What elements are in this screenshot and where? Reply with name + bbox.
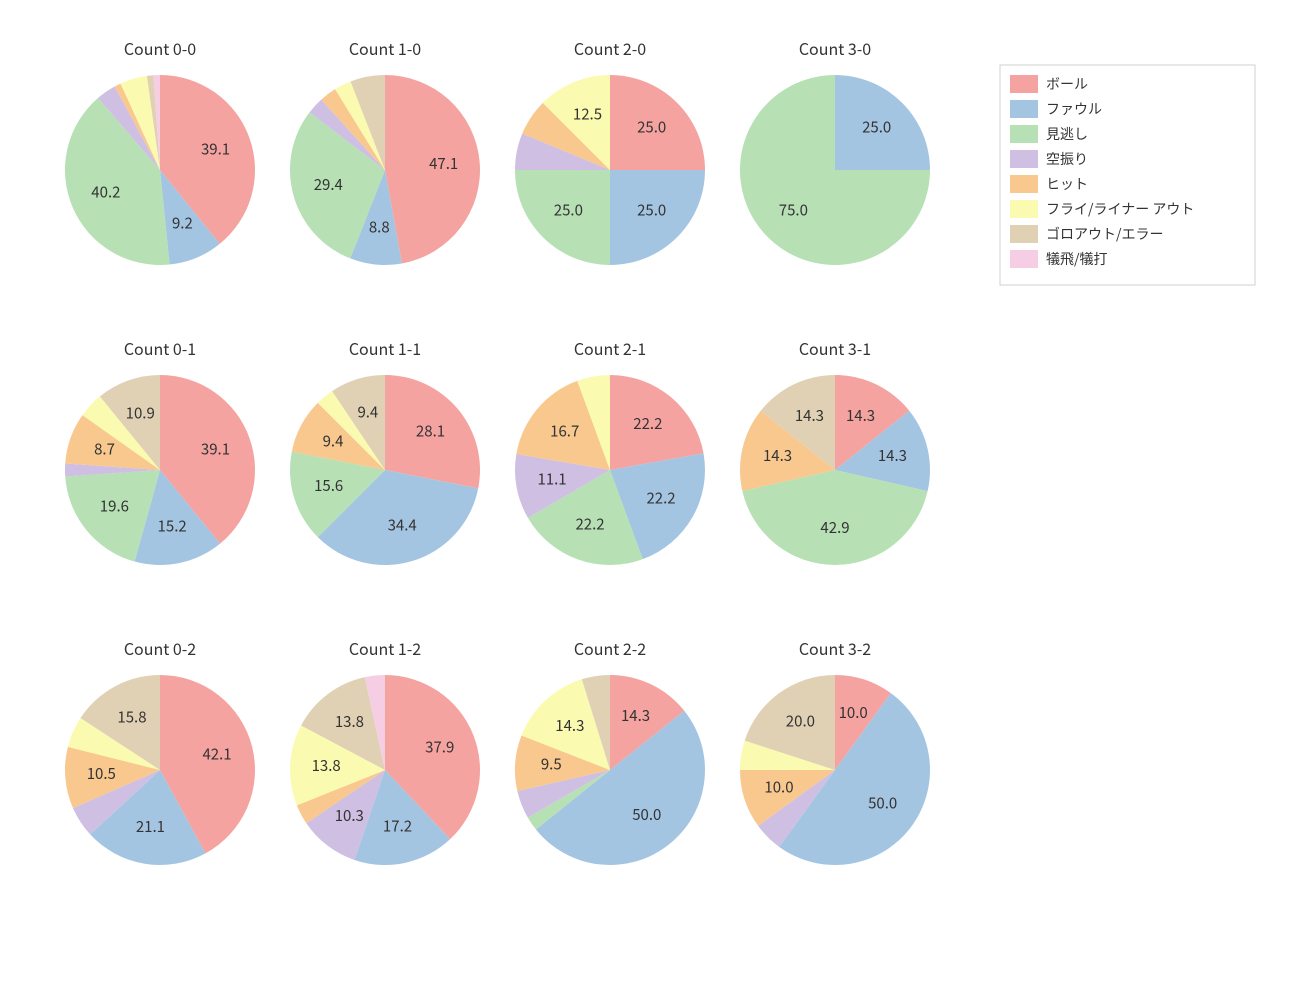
slice-label: 25.0 (637, 200, 666, 221)
slice-label: 17.2 (383, 816, 412, 837)
chart-title: Count 0-1 (124, 336, 196, 360)
slice-label: 16.7 (550, 420, 579, 441)
legend-label: ファウル (1046, 99, 1102, 119)
legend-label: 空振り (1046, 149, 1088, 169)
slice-label: 14.3 (763, 445, 792, 466)
slice-label: 22.2 (575, 513, 604, 534)
chart-title: Count 2-0 (574, 36, 646, 60)
slice-label: 25.0 (554, 200, 583, 221)
legend-swatch (1010, 225, 1038, 243)
slice-label: 39.1 (201, 138, 230, 159)
slice-label: 10.0 (764, 776, 793, 797)
chart-title: Count 0-0 (124, 36, 196, 60)
slice-label: 14.3 (878, 445, 907, 466)
legend-swatch (1010, 75, 1038, 93)
legend-label: 見逃し (1046, 124, 1088, 144)
slice-label: 21.1 (136, 816, 165, 837)
slice-label: 10.3 (335, 805, 364, 826)
slice-label: 13.8 (335, 711, 364, 732)
chart-title: Count 0-2 (124, 636, 196, 660)
slice-label: 8.8 (369, 217, 390, 238)
slice-label: 9.5 (541, 754, 562, 775)
legend-swatch (1010, 150, 1038, 168)
slice-label: 22.2 (633, 413, 662, 434)
slice-label: 42.1 (202, 744, 231, 765)
slice-label: 34.4 (388, 514, 417, 535)
slice-label: 14.3 (795, 405, 824, 426)
chart-title: Count 2-1 (574, 336, 646, 360)
slice-label: 9.4 (323, 430, 344, 451)
legend-label: ボール (1046, 74, 1088, 94)
legend-swatch (1010, 250, 1038, 268)
legend-swatch (1010, 125, 1038, 143)
legend-swatch (1010, 175, 1038, 193)
slice-label: 15.8 (117, 706, 146, 727)
slice-label: 10.9 (126, 403, 155, 424)
slice-label: 42.9 (820, 517, 849, 538)
slice-label: 25.0 (637, 116, 666, 137)
slice-label: 25.0 (862, 116, 891, 137)
slice-label: 10.0 (839, 702, 868, 723)
slice-label: 50.0 (632, 804, 661, 825)
slice-label: 11.1 (537, 469, 566, 490)
slice-label: 14.3 (621, 705, 650, 726)
chart-title: Count 3-0 (799, 36, 871, 60)
slice-label: 14.3 (555, 715, 584, 736)
chart-title: Count 1-2 (349, 636, 421, 660)
legend-label: ヒット (1046, 174, 1088, 194)
slice-label: 40.2 (91, 181, 120, 202)
slice-label: 15.6 (314, 475, 343, 496)
slice-label: 47.1 (429, 153, 458, 174)
slice-label: 10.5 (87, 763, 116, 784)
slice-label: 19.6 (100, 495, 129, 516)
slice-label: 9.4 (357, 402, 378, 423)
legend: ボールファウル見逃し空振りヒットフライ/ライナー アウトゴロアウト/エラー犠飛/… (1000, 65, 1255, 285)
legend-label: フライ/ライナー アウト (1046, 199, 1194, 219)
slice-label: 50.0 (868, 793, 897, 814)
slice-label: 28.1 (416, 421, 445, 442)
legend-swatch (1010, 200, 1038, 218)
chart-title: Count 3-2 (799, 636, 871, 660)
legend-swatch (1010, 100, 1038, 118)
slice-label: 12.5 (573, 104, 602, 125)
slice-label: 37.9 (425, 736, 454, 757)
chart-title: Count 1-1 (349, 336, 421, 360)
slice-label: 13.8 (312, 755, 341, 776)
slice-label: 9.2 (172, 213, 193, 234)
slice-label: 14.3 (846, 405, 875, 426)
chart-title: Count 2-2 (574, 636, 646, 660)
slice-label: 20.0 (786, 710, 815, 731)
slice-label: 8.7 (94, 438, 115, 459)
legend-frame (1000, 65, 1255, 285)
chart-title: Count 1-0 (349, 36, 421, 60)
legend-label: ゴロアウト/エラー (1046, 224, 1164, 244)
slice-label: 29.4 (314, 174, 343, 195)
slice-label: 39.1 (201, 438, 230, 459)
slice-label: 75.0 (779, 200, 808, 221)
slice-label: 22.2 (646, 487, 675, 508)
chart-title: Count 3-1 (799, 336, 871, 360)
legend-label: 犠飛/犠打 (1046, 249, 1108, 269)
slice-label: 15.2 (158, 516, 187, 537)
